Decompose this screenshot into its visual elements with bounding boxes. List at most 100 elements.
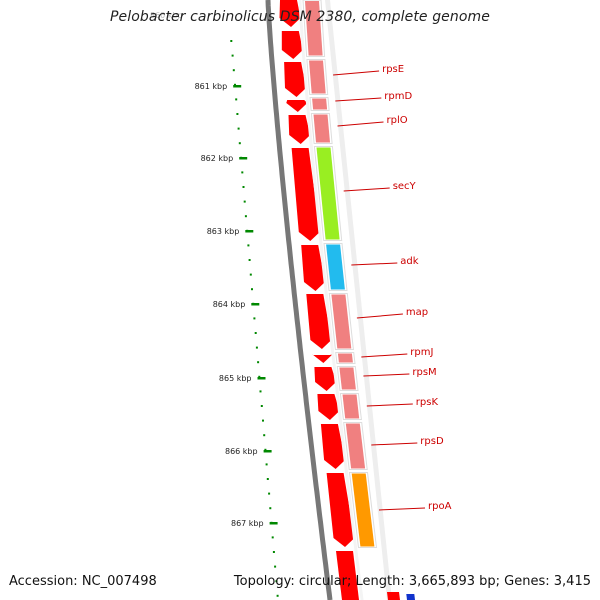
cds-arrow	[311, 354, 333, 363]
cds-arrow	[306, 294, 332, 349]
cds-arrow	[336, 551, 359, 600]
scale-dot	[275, 580, 278, 583]
feature-block-rpsD	[345, 423, 366, 469]
scale-label-partial: 860 kbp	[150, 11, 183, 20]
gene-label-adk: adk	[400, 256, 418, 267]
scale-dot	[264, 448, 267, 451]
gene-label-secY: secY	[393, 181, 417, 192]
gene-leader-rpsD	[371, 442, 418, 446]
gene-label-rpoA: rpoA	[428, 501, 452, 512]
scale-tick	[269, 522, 278, 525]
topology-label: Topology: circular; Length: 3,665,893 bp…	[233, 574, 591, 589]
scale-label: 863 kbp	[207, 227, 240, 236]
scale-dot	[251, 288, 253, 291]
feature-block-adk	[326, 244, 345, 290]
scale-label: 867 kbp	[231, 519, 264, 528]
scale-tick	[257, 377, 266, 380]
strand-gap	[298, 0, 364, 600]
cds-arrow	[286, 100, 308, 112]
scale-tick	[251, 303, 260, 306]
gene-leader-rpsK	[366, 403, 413, 407]
scale-dot	[263, 434, 266, 437]
gene-leader-map	[356, 313, 403, 319]
gene-label-rpsE: rpsE	[382, 64, 404, 75]
scale-dot	[235, 98, 238, 101]
scale-dot	[248, 259, 251, 261]
gene-label-rpmJ: rpmJ	[410, 347, 433, 358]
feature-block-rplO	[313, 114, 330, 143]
scale-dot	[244, 215, 247, 218]
scale-dot	[265, 463, 268, 466]
cds-arrow	[317, 394, 340, 420]
scale-dot	[253, 317, 256, 320]
gene-leader-rpsE	[333, 70, 380, 76]
feature-block	[305, 1, 323, 56]
accession-label: Accession: NC_007498	[9, 574, 157, 589]
gene-label-rplO: rplO	[387, 115, 408, 126]
scale-dot	[231, 54, 234, 57]
scale-dot	[249, 273, 252, 276]
feature-block-rpsK	[342, 394, 360, 419]
backbone-line	[265, 0, 333, 600]
scale-dot	[234, 83, 236, 86]
feature-block-secY	[316, 147, 340, 240]
cds-arrow	[301, 245, 325, 291]
scale-dot	[241, 171, 244, 174]
gene-leader-rpoA	[378, 507, 426, 511]
gene-leader-secY	[343, 187, 390, 192]
scale-dot	[262, 419, 264, 422]
scale-dot	[238, 142, 241, 145]
gene-leader-rpmD	[335, 97, 382, 102]
scale-dot	[232, 69, 235, 72]
scale-label: 864 kbp	[213, 300, 246, 309]
kbp-scale: 861 kbp 862 kbp 863 kbp 864 kbp 865 kbp 866 k…	[150, 11, 279, 597]
gene-leader-rpsM	[363, 373, 410, 377]
cds-arrow	[284, 62, 306, 97]
feature-block-rpmD	[312, 98, 328, 110]
cds-arrow	[320, 424, 346, 469]
cds-arrow	[279, 0, 301, 27]
scale-label: 861 kbp	[195, 82, 228, 91]
scale-dot	[237, 127, 240, 130]
scale-dot	[236, 113, 239, 115]
map-title: Pelobacter carbinolicus DSM 2380, comple…	[110, 9, 490, 25]
scale-dot	[257, 361, 260, 364]
scale-dot	[271, 536, 274, 539]
scale-dot	[274, 565, 277, 568]
gene-leader-rplO	[337, 121, 384, 127]
cds-arrow	[281, 31, 303, 59]
gene-label-rpmD: rpmD	[384, 91, 412, 102]
scale-dot	[269, 507, 272, 510]
gene-labels: rpsE rpmD rplO secY adk map rpmJ rpsM rpsK rpsD rp…	[333, 64, 452, 512]
gene-leader-rpmJ	[361, 353, 408, 358]
feature-block-rpoA	[351, 473, 375, 547]
scale-label: 866 kbp	[225, 447, 258, 456]
scale-dot	[276, 594, 279, 597]
scale-dot	[258, 375, 261, 378]
scale-tick	[239, 157, 248, 160]
gene-leader-adk	[351, 262, 398, 266]
gene-label-map: map	[406, 307, 428, 318]
scale-tick	[263, 450, 272, 453]
feature-block-map	[331, 294, 352, 349]
cds-arrows	[279, 0, 364, 600]
scale-dot	[266, 478, 269, 480]
scale-dot	[268, 492, 271, 495]
scale-dot	[230, 40, 233, 42]
gene-label-rpsK: rpsK	[416, 397, 439, 408]
feature-block-rpsE	[309, 60, 326, 94]
feature-block-rpmJ	[337, 353, 353, 363]
gene-label-rpsD: rpsD	[420, 436, 444, 447]
scale-tick	[233, 85, 242, 88]
cds-arrow	[326, 473, 355, 547]
scale-dot	[255, 346, 258, 349]
genome-backbone	[265, 0, 333, 600]
cds-arrow	[314, 367, 337, 391]
cds-stub	[387, 592, 400, 600]
scale-dot	[259, 390, 262, 393]
scale-dot	[260, 405, 263, 407]
scale-tick	[245, 230, 254, 233]
scale-dot	[272, 551, 275, 553]
scale-dot	[247, 244, 250, 247]
